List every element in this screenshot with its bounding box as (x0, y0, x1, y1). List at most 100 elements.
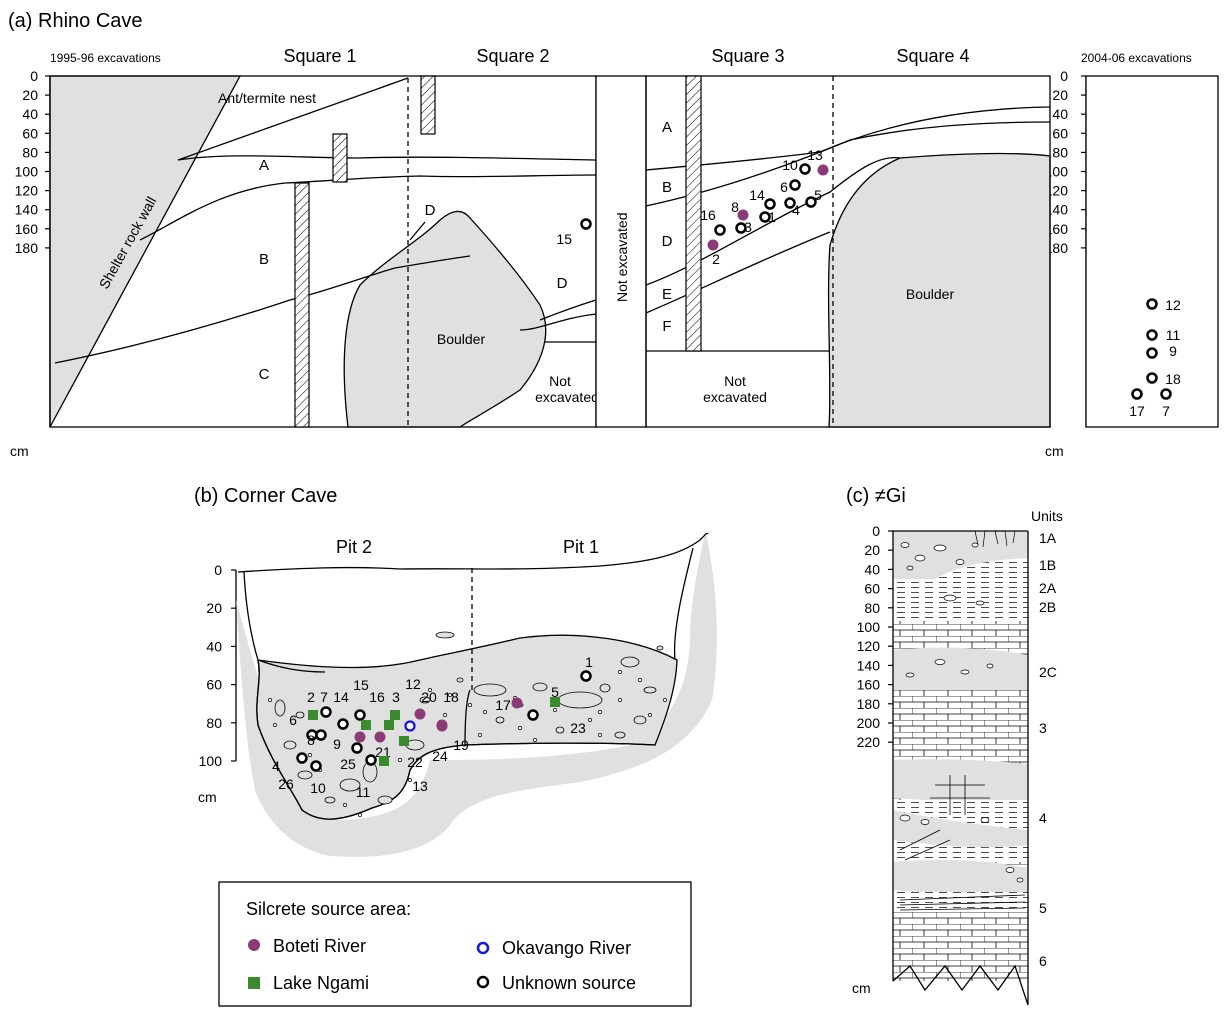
artefact-label: 7 (320, 689, 328, 705)
artefact-label: 4 (272, 758, 280, 774)
layer-a-label: A (259, 157, 269, 174)
artefact-boteti-marker (511, 697, 523, 709)
boulder-label: Boulder (437, 331, 486, 347)
layer-a-label: A (662, 119, 672, 136)
artefact-boteti-marker (737, 209, 749, 221)
depth-tick-label: 140 (857, 657, 881, 673)
depth-tick-label: 40 (206, 638, 222, 654)
not-excavated-label: Not (724, 373, 746, 389)
depth-tick-label: 80 (1052, 144, 1068, 160)
legend-title: Silcrete source area: (246, 899, 411, 919)
legend-label-ngami: Lake Ngami (273, 973, 369, 993)
artefact-unknown-marker (337, 718, 349, 730)
depth-tick-label: 80 (22, 144, 38, 160)
panel-c-gi: (c) ≠Gi Units 0 20 40 60 80 100 120 140 160 180 20… (846, 485, 1063, 1006)
artefact-ngami-marker (550, 697, 560, 707)
panel-c-title: (c) ≠Gi (846, 485, 906, 507)
artefact-label: 5 (814, 187, 822, 203)
artefact-unknown-marker (799, 163, 811, 175)
artefact-label: 3 (392, 689, 400, 705)
artefact-unknown-marker (714, 224, 726, 236)
depth-tick-label: 180 (15, 240, 39, 256)
depth-tick-label: 20 (206, 600, 222, 616)
artefact-ngami-marker (361, 720, 371, 730)
unit-name-label: 4 (1039, 810, 1047, 826)
unit-name-label: 2A (1039, 580, 1057, 596)
depth-tick-label: 200 (857, 715, 881, 731)
artefact-ngami-marker (390, 710, 400, 720)
artefact-boteti-marker (354, 731, 366, 743)
artefact-unknown-marker (580, 218, 592, 230)
artefact-label: 16 (700, 207, 716, 223)
depth-tick-label: 40 (1052, 106, 1068, 122)
artefact-label: 2 (712, 251, 720, 267)
bedrock (236, 530, 717, 857)
stratigraphic-column (892, 530, 1029, 1006)
depth-tick-label: 20 (1052, 87, 1068, 103)
green-square-icon (248, 977, 260, 989)
artefact-unknown-marker (580, 670, 592, 682)
panel-a-left-axis: 0 20 40 60 80 100 120 140 160 180 cm (10, 68, 51, 459)
artefact-unknown-marker (351, 742, 363, 754)
panel-b-corner-cave: (b) Corner Cave Pit 2 Pit 1 020406080100… (194, 485, 717, 857)
artefact-ngami-marker (308, 710, 318, 720)
layer-d-label: D (557, 275, 568, 292)
artefact-label: 25 (340, 756, 356, 772)
column-2004-06 (1085, 75, 1219, 428)
not-excavated-label: excavated (703, 389, 767, 405)
artefact-unknown-marker (315, 729, 327, 741)
layer-d-label: D (425, 202, 436, 219)
artefact-label: 1 (768, 209, 776, 225)
artefact-unknown-marker (296, 752, 308, 764)
panel-a-left-caption: 1995-96 excavations (50, 51, 161, 65)
artefact-label: 5 (551, 684, 559, 700)
artefact-unknown-marker (1146, 347, 1158, 359)
artefact-label: 26 (278, 776, 294, 792)
unit-name-label: 3 (1039, 720, 1047, 736)
artefact-unknown-marker (1146, 372, 1158, 384)
depth-tick-label: 100 (15, 164, 39, 180)
depth-tick-label: 0 (872, 523, 880, 539)
artefact-label: 12 (405, 676, 421, 692)
boulder-label: Boulder (906, 286, 955, 302)
artefact-label: 20 (421, 689, 437, 705)
artefact-unknown-marker (735, 222, 747, 234)
pit-2-label: Pit 2 (336, 537, 372, 557)
artefact-label: 8 (731, 199, 739, 215)
artefact-unknown-marker (764, 198, 776, 210)
legend-label-okavango: Okavango River (502, 938, 631, 958)
unit-name-label: 2C (1039, 664, 1057, 680)
artefact-label: 10 (310, 780, 326, 796)
artefact-boteti-marker (414, 708, 426, 720)
boulder-square-2 (343, 210, 547, 428)
layer-b-label: B (259, 251, 269, 268)
artefact-label: 7 (1162, 403, 1170, 419)
artefact-label: 17 (1129, 403, 1145, 419)
not-excavated-column (595, 75, 647, 428)
legend-label-boteti: Boteti River (273, 936, 366, 956)
not-excavated-label: Not excavated (614, 213, 630, 303)
legend-label-unknown: Unknown source (502, 973, 636, 993)
artefact-label: 17 (495, 697, 511, 713)
artefact-label: 13 (412, 778, 428, 794)
purple-dot-icon (248, 939, 260, 951)
artefact-label: 22 (407, 754, 423, 770)
unit-label: cm (852, 980, 871, 996)
artefact-label: 6 (289, 712, 297, 728)
artefact-okavango-marker (404, 720, 416, 732)
artefact-label: 24 (432, 748, 448, 764)
square-3-label: Square 3 (711, 46, 784, 66)
artefact-label: 11 (1166, 327, 1181, 343)
shelter-rock-wall (49, 75, 242, 428)
artefact-label: 15 (353, 677, 369, 693)
artefact-unknown-marker (1146, 298, 1158, 310)
artefact-label: 14 (333, 689, 349, 705)
depth-tick-label: 0 (1060, 68, 1068, 84)
unit-label: cm (10, 443, 29, 459)
ant-termite-nest-label: Ant/termite nest (218, 90, 316, 106)
artefact-label: 18 (1165, 371, 1181, 387)
artefact-label: 13 (807, 147, 823, 163)
panel-a-right-caption: 2004-06 excavations (1081, 51, 1192, 65)
black-ring-icon (476, 975, 490, 989)
